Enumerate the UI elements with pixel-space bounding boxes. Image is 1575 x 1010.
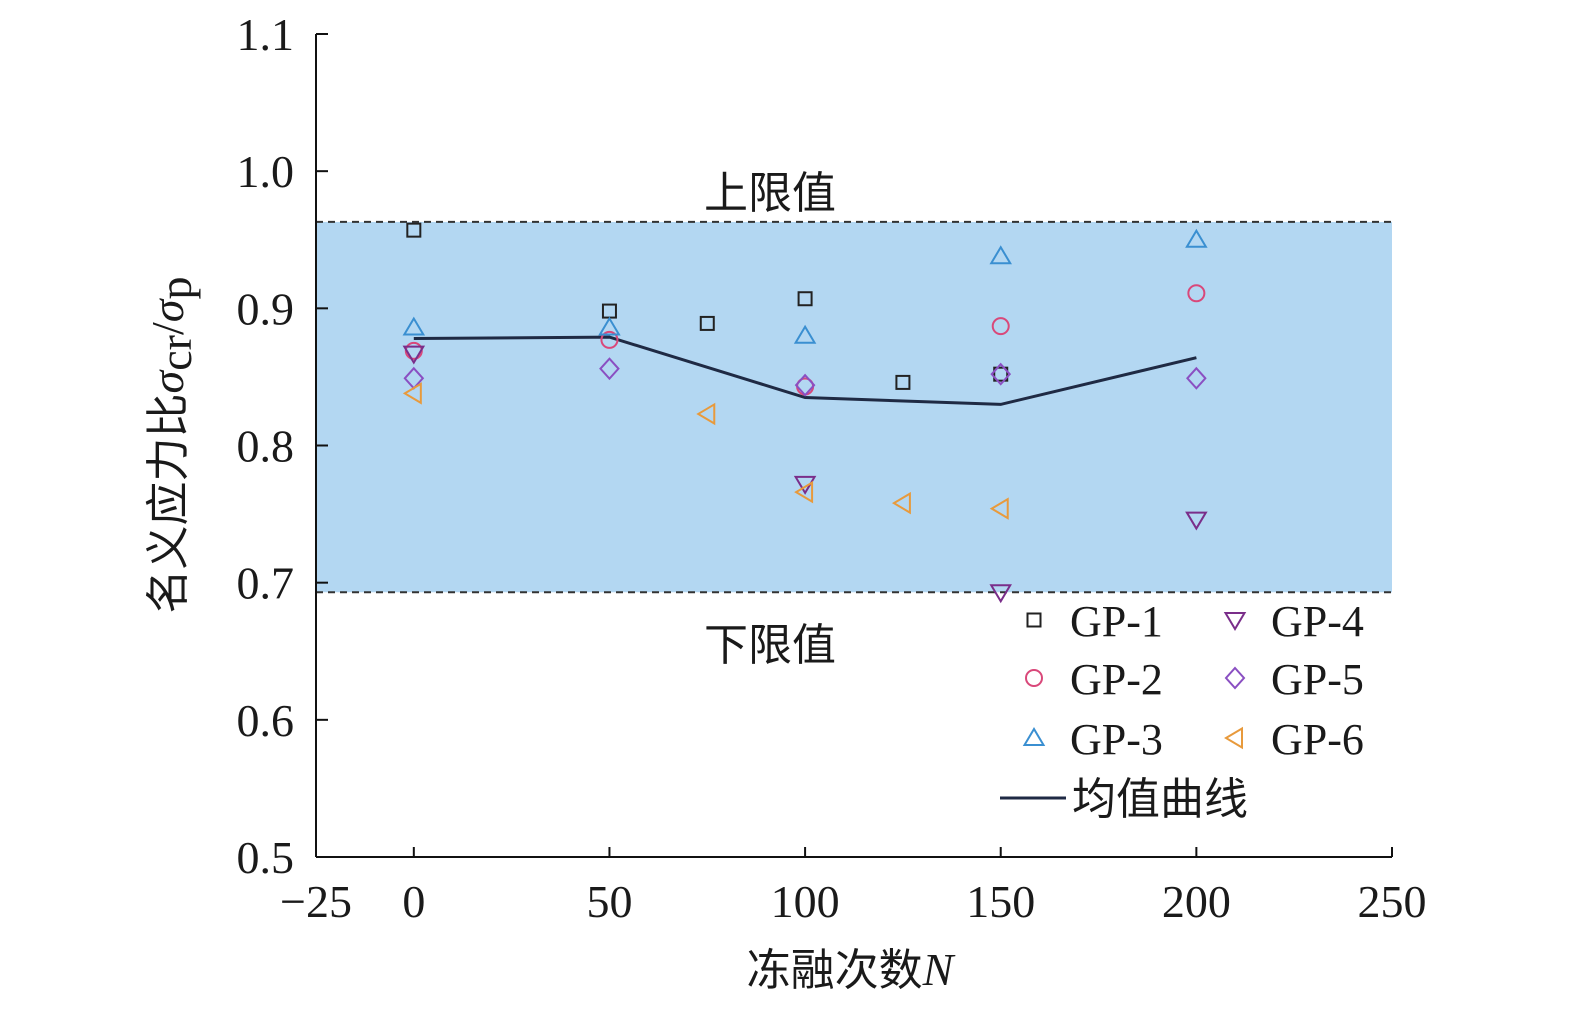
data-point <box>699 315 715 331</box>
x-tick-label: 100 <box>771 876 840 927</box>
upper-limit-label: 上限值 <box>704 168 836 219</box>
x-tick-label: 200 <box>1162 876 1231 927</box>
legend-item-gp-5: GP-5 <box>1224 655 1364 704</box>
legend-label: GP-5 <box>1271 655 1364 704</box>
legend-item-gp-4: GP-4 <box>1223 597 1364 646</box>
data-point <box>1185 511 1208 531</box>
legend-item-mean-curve: 均值曲线 <box>1000 774 1248 825</box>
data-point <box>989 497 1009 520</box>
legend-label: GP-3 <box>1070 715 1163 764</box>
data-point <box>891 491 911 515</box>
x-tick-label: 150 <box>966 876 1035 927</box>
legend-label: GP-6 <box>1271 715 1364 764</box>
y-tick-label: 1.1 <box>237 9 295 60</box>
legend-label: GP-2 <box>1070 655 1163 704</box>
legend-marker <box>1224 726 1243 750</box>
data-points <box>402 222 1208 604</box>
y-tick-label: 0.6 <box>237 695 295 746</box>
data-point <box>989 245 1012 265</box>
data-point <box>990 362 1012 386</box>
data-point <box>794 480 814 504</box>
data-point <box>599 357 620 381</box>
legend-item-gp-2: GP-2 <box>1025 655 1163 704</box>
legend-label: GP-1 <box>1070 597 1163 646</box>
data-point <box>402 316 426 336</box>
data-point <box>794 373 816 397</box>
legend-item-gp-6: GP-6 <box>1224 715 1364 764</box>
data-point <box>1185 228 1208 248</box>
legend-label: 均值曲线 <box>1072 774 1248 825</box>
y-tick-label: 1.0 <box>237 146 295 197</box>
x-tick-label: −25 <box>280 876 352 927</box>
legend-item-gp-1: GP-1 <box>1026 597 1163 646</box>
data-point <box>993 366 1009 382</box>
y-tick-label: 0.7 <box>237 558 295 609</box>
legend-marker <box>1022 727 1046 746</box>
data-point <box>402 382 422 405</box>
x-tick-label: 250 <box>1358 876 1427 927</box>
legend-marker <box>1026 612 1042 628</box>
y-tick-label: 0.8 <box>237 421 295 472</box>
data-point <box>1187 284 1206 303</box>
y-axis: 0.5 0.6 0.7 0.8 0.9 1.0 1.1 <box>237 9 328 883</box>
legend-label: GP-4 <box>1271 597 1364 646</box>
data-point <box>696 402 716 426</box>
data-point <box>797 291 813 307</box>
y-tick-label: 0.9 <box>237 283 295 334</box>
data-point <box>1186 366 1207 390</box>
series-gp-3 <box>402 228 1208 344</box>
data-point <box>402 345 426 365</box>
x-tick-label: 0 <box>402 876 425 927</box>
data-point <box>989 584 1012 604</box>
y-axis-label: 名义应力比σcr/σp <box>142 277 201 614</box>
series-gp-6 <box>402 382 1009 520</box>
x-axis-label: 冻融次数N <box>747 944 956 996</box>
lower-limit-label: 下限值 <box>704 620 836 671</box>
data-point <box>598 316 621 336</box>
data-point <box>600 330 619 349</box>
data-point <box>895 374 911 390</box>
x-tick-label: 50 <box>586 876 632 927</box>
mean-curve-line <box>413 335 1197 406</box>
legend-item-gp-3: GP-3 <box>1022 715 1163 764</box>
legend-marker <box>1224 666 1246 690</box>
band-area <box>316 221 1392 593</box>
y-tick-label: 0.5 <box>237 832 295 883</box>
data-point <box>991 317 1010 336</box>
legend: GP-1 GP-2 GP-3 GP-4 GP-5 GP-6 均值曲线 <box>1000 597 1364 825</box>
x-axis: −25 0 50 100 150 200 250 <box>280 847 1427 927</box>
series-gp-4 <box>402 345 1208 604</box>
legend-marker <box>1223 612 1247 631</box>
data-point <box>406 222 422 238</box>
series-gp-1 <box>406 222 1009 390</box>
data-point <box>793 324 817 344</box>
legend-marker <box>1025 669 1043 687</box>
